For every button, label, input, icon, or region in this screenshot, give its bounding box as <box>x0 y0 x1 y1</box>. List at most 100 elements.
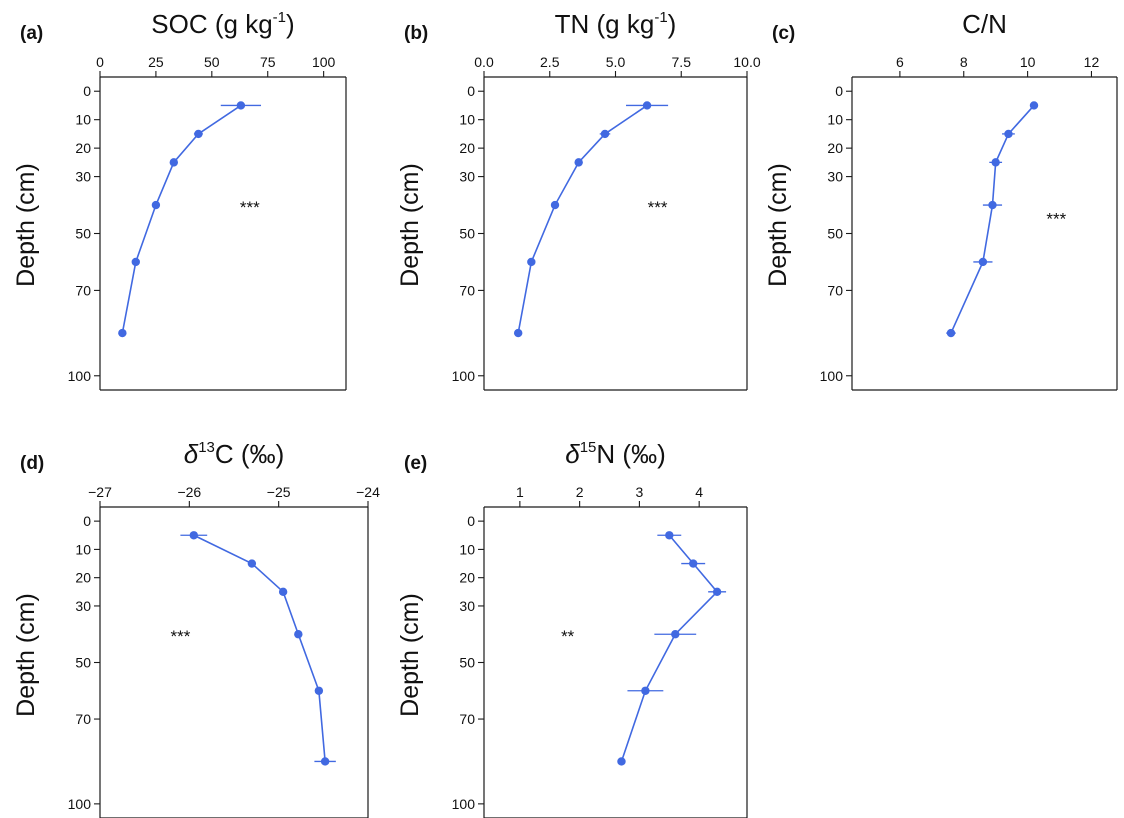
y-tick-label: 50 <box>75 655 91 671</box>
panel-letter: (e) <box>404 453 427 474</box>
title-end: C (‰) <box>215 439 284 469</box>
y-tick-label: 20 <box>75 570 91 586</box>
x-tick-label: −27 <box>88 484 112 500</box>
y-tick-label: 50 <box>827 226 843 242</box>
data-point <box>294 630 303 639</box>
panel-title: SOC (g kg-1) <box>151 9 294 39</box>
data-point <box>131 257 140 267</box>
x-tick-label: 10 <box>1020 54 1036 70</box>
data-point <box>550 200 560 210</box>
y-axis-label: Depth (cm) <box>12 163 40 287</box>
y-tick-label: 70 <box>827 282 843 298</box>
title-main: δ <box>184 439 199 469</box>
data-point <box>1004 129 1013 139</box>
data-point <box>988 200 997 210</box>
y-tick-label: 70 <box>459 282 475 298</box>
data-point <box>978 257 988 267</box>
data-point <box>320 757 330 766</box>
y-tick-label: 30 <box>459 598 475 614</box>
title-main: δ <box>565 439 580 469</box>
x-tick-label: 2.5 <box>540 54 560 70</box>
series-line <box>193 534 326 762</box>
x-tick-label: 100 <box>312 54 336 70</box>
panel-title: δ13C (‰) <box>184 439 284 469</box>
x-tick-label: 12 <box>1084 54 1100 70</box>
panel-e: 1 2 3 4 0 10 20 30 50 70 100 Depth (cm) δ15N (‰) (e) *… <box>396 439 748 818</box>
data-point <box>513 328 523 338</box>
title-end: ) <box>286 9 295 39</box>
data-point <box>236 101 246 110</box>
y-tick-label: 100 <box>452 368 476 384</box>
y-tick-label: 0 <box>83 83 91 99</box>
y-tick-label: 10 <box>75 112 91 128</box>
data-point <box>278 587 288 597</box>
y-tick-label: 100 <box>68 368 92 384</box>
x-tick-label: 7.5 <box>672 54 692 70</box>
panel-title: δ15N (‰) <box>565 439 665 469</box>
panel-letter: (a) <box>20 23 43 44</box>
data-point <box>527 257 536 267</box>
panel-title: C/N <box>962 9 1007 39</box>
y-axis-label: Depth (cm) <box>396 163 424 287</box>
data-point <box>247 559 257 568</box>
y-tick-label: 70 <box>75 282 91 298</box>
significance-label: *** <box>240 198 260 217</box>
x-tick-label: −25 <box>267 484 291 500</box>
x-tick-label: 8 <box>960 54 968 70</box>
x-tick-label: 2 <box>576 484 584 500</box>
data-point <box>574 158 583 167</box>
y-tick-label: 20 <box>459 570 475 586</box>
x-tick-label: 3 <box>636 484 644 500</box>
title-main: C/N <box>962 9 1007 39</box>
data-point <box>641 686 650 695</box>
data-point <box>712 587 722 597</box>
y-tick-label: 10 <box>459 541 475 557</box>
data-point <box>1029 101 1039 110</box>
significance-label: *** <box>648 198 668 217</box>
data-point <box>642 101 652 110</box>
x-tick-label: 50 <box>204 54 220 70</box>
data-point <box>169 158 178 167</box>
y-tick-label: 20 <box>827 140 843 156</box>
y-tick-label: 10 <box>75 541 91 557</box>
title-superscript: -1 <box>273 9 286 26</box>
panel-d: −27 −26 −25 −24 0 10 20 30 50 70 100 Depth (cm) δ13C… <box>12 439 380 818</box>
x-tick-label: 0 <box>96 54 104 70</box>
y-tick-label: 0 <box>467 513 475 529</box>
x-tick-label: 0.0 <box>474 54 494 70</box>
y-axis-label: Depth (cm) <box>764 163 792 287</box>
data-point <box>600 129 610 139</box>
x-tick-label: 1 <box>516 484 524 500</box>
panel-a: 0 25 50 75 100 0 10 20 30 50 70 100 Depth (cm) SOC (g… <box>12 9 347 391</box>
y-tick-label: 50 <box>75 226 91 242</box>
title-superscript: 15 <box>580 439 597 456</box>
y-axis-label: Depth (cm) <box>12 593 40 717</box>
data-point <box>118 328 127 338</box>
x-tick-label: 10.0 <box>733 54 760 70</box>
data-point <box>665 531 674 540</box>
x-tick-label: 6 <box>896 54 904 70</box>
data-point <box>671 630 680 639</box>
y-tick-label: 20 <box>75 140 91 156</box>
data-point <box>617 757 626 766</box>
data-point <box>946 328 956 338</box>
y-tick-label: 0 <box>467 83 475 99</box>
y-tick-label: 70 <box>459 711 475 727</box>
panel-title: TN (g kg-1) <box>555 9 677 39</box>
y-tick-label: 30 <box>75 169 91 185</box>
title-superscript: -1 <box>654 9 667 26</box>
panel-letter: (b) <box>404 23 428 44</box>
panel-c: 6 8 10 12 0 10 20 30 50 70 100 Depth (cm) C/N (c) *** <box>764 9 1118 391</box>
y-tick-label: 30 <box>459 169 475 185</box>
series-line <box>620 534 719 762</box>
y-tick-label: 50 <box>459 655 475 671</box>
y-tick-label: 10 <box>459 112 475 128</box>
series-line <box>950 104 1035 334</box>
panel-letter: (c) <box>772 23 795 44</box>
data-point <box>991 158 1000 167</box>
y-tick-label: 20 <box>459 140 475 156</box>
y-tick-label: 100 <box>68 796 92 812</box>
title-main: TN (g kg <box>555 9 655 39</box>
x-tick-label: 4 <box>695 484 703 500</box>
